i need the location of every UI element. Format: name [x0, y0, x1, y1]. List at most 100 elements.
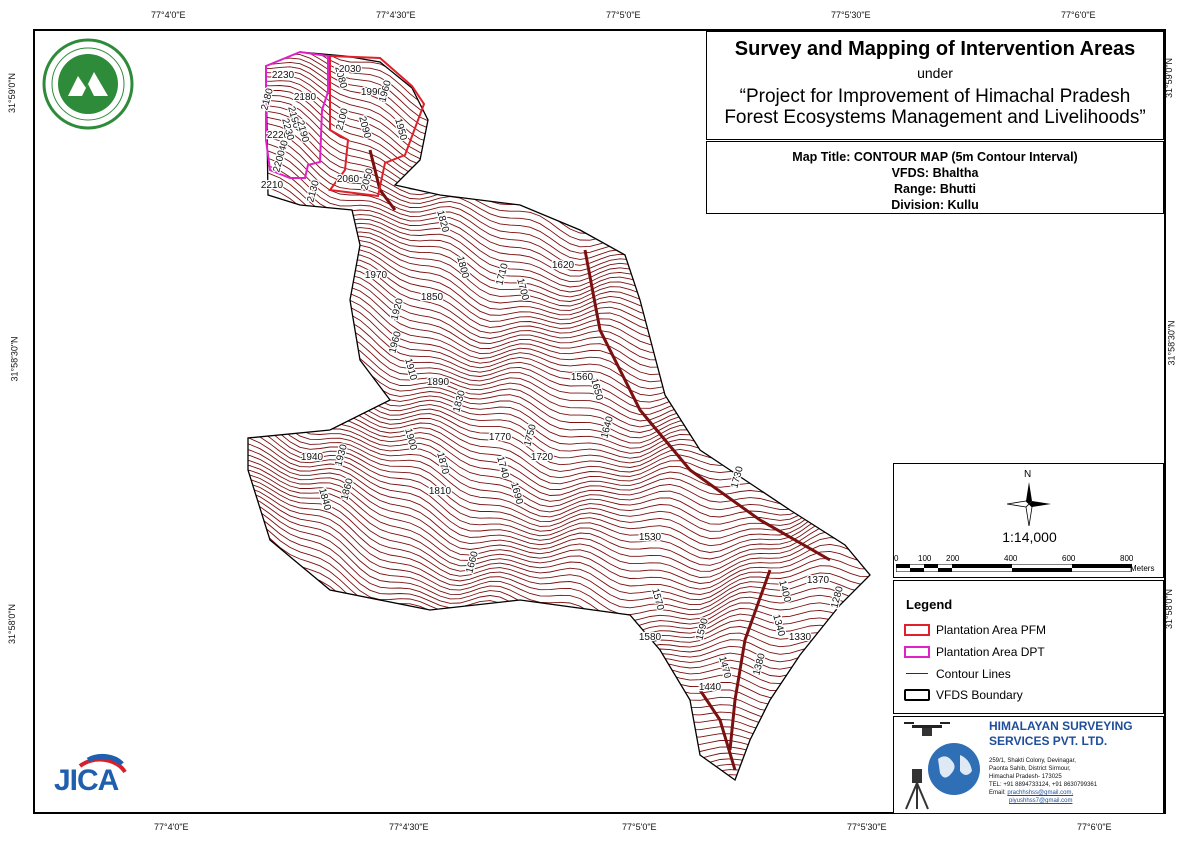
contour-line: [248, 447, 870, 572]
scale-tick-800: 800: [1120, 554, 1134, 563]
grid-label-bottom-4: 77°5'30"E: [847, 822, 887, 832]
contour-label: 2030: [339, 64, 362, 75]
contour-label: 2210: [261, 180, 284, 191]
plantation-area-dpt: [265, 50, 329, 179]
grid-label-bottom-1: 77°4'0"E: [154, 822, 189, 832]
contour-label: 1910: [402, 357, 418, 382]
title-block: Survey and Mapping of Intervention Areas…: [706, 31, 1164, 140]
legend-label-pfm: Plantation Area PFM: [936, 623, 1047, 637]
company-name: HIMALAYAN SURVEYING SERVICES PVT. LTD.: [989, 719, 1133, 749]
drainage-line: [698, 689, 737, 771]
contour-line: [248, 648, 870, 775]
contour-label: 1750: [522, 423, 538, 448]
contour-label: 1770: [489, 432, 512, 443]
contour-line: [248, 458, 870, 584]
vfds-boundary: [247, 51, 871, 782]
division-line: Division: Kullu: [891, 198, 979, 212]
contour-line: [248, 407, 870, 532]
email-link-2[interactable]: piyushhss7@gmail.com: [1009, 798, 1073, 804]
jica-logo: JICA: [50, 742, 130, 804]
scale-tick-200: 200: [946, 554, 960, 563]
contour-line: [248, 283, 870, 409]
contour-line: [248, 490, 870, 622]
address-line-2: Paonta Sahib, District Sirmour,: [989, 766, 1071, 772]
contour-line: [248, 696, 870, 780]
scale-tick-0: 0: [894, 554, 899, 563]
contour-label: 1580: [639, 632, 662, 643]
contour-label: 2180: [294, 92, 317, 103]
contour-label: 1560: [571, 372, 594, 383]
contour-label: 1470: [716, 655, 732, 680]
contour-line: [248, 279, 870, 403]
contour-label: 2130: [305, 179, 321, 204]
contour-line: [248, 393, 870, 518]
legend-title: Legend: [906, 597, 953, 612]
contour-line: [248, 441, 870, 566]
contour-label: 1810: [429, 486, 452, 497]
contour-line: [248, 590, 870, 724]
title-under: under: [917, 65, 953, 81]
contour-line: [248, 682, 870, 780]
company-name-line1: HIMALAYAN SURVEYING: [989, 719, 1133, 733]
contour-line: [248, 495, 870, 629]
contour-line: [248, 687, 870, 780]
contour-line: [248, 337, 870, 468]
contour-label: 1530: [639, 532, 662, 543]
north-arrow-icon: [1007, 482, 1051, 526]
contour-line: [248, 473, 870, 601]
grid-label-bottom-2: 77°4'30"E: [389, 822, 429, 832]
contour-label: 1730: [729, 465, 745, 490]
contour-line: [248, 547, 870, 686]
address-email-line-2: piyushhss7@gmail.com: [989, 797, 1097, 805]
contour-line: [248, 421, 870, 547]
contour-line: [248, 482, 870, 611]
contour-line: [248, 597, 870, 730]
contour-label: 1440: [699, 682, 722, 693]
contour-label: 1840: [316, 487, 332, 512]
contour-line: [248, 357, 870, 488]
contour-line: [248, 677, 870, 780]
legend-item-contour: Contour Lines: [904, 665, 1011, 683]
contour-label: 1930: [333, 443, 349, 468]
contour-label: 1860: [339, 477, 355, 502]
contour-line: [248, 672, 870, 780]
contour-label: 1820: [434, 209, 450, 234]
contour-label: 2050: [359, 167, 375, 192]
drone-globe-tripod-icon: [904, 722, 980, 810]
contour-line: [248, 400, 870, 525]
contour-line: [248, 705, 870, 780]
contour-line: [248, 486, 870, 616]
surveyor-company-block: HIMALAYAN SURVEYING SERVICES PVT. LTD. 2…: [893, 716, 1164, 814]
contour-line: [248, 715, 870, 780]
plantation-area-pfm: [328, 54, 426, 198]
contour-label: 1660: [464, 550, 480, 575]
vfds-line: VFDS: Bhaltha: [891, 166, 979, 180]
email-link-1[interactable]: prachhshss@gmail.com,: [1007, 790, 1074, 796]
contour-label: 2220: [267, 130, 290, 141]
scale-tick-600: 600: [1062, 554, 1076, 563]
legend-swatch-boundary: [904, 689, 930, 701]
drainage-line: [583, 249, 831, 562]
project-title-line1: “Project for Improvement of Himachal Pra…: [739, 86, 1131, 107]
contour-label: 1890: [427, 377, 450, 388]
contour-label: 2180: [259, 87, 275, 112]
legend-swatch-contour: [904, 668, 930, 680]
contour-line: [248, 237, 870, 355]
contour-line: [248, 435, 870, 560]
contour-label: 2100: [334, 107, 350, 132]
company-name-line2: SERVICES PVT. LTD.: [989, 734, 1108, 748]
grid-label-bottom-5: 77°6'0"E: [1077, 822, 1112, 832]
range-line: Range: Bhutti: [894, 182, 976, 196]
scale-unit: Meters: [1130, 564, 1155, 573]
contour-label: 1960: [387, 330, 403, 355]
contour-line: [248, 692, 870, 780]
scale-tick-100: 100: [918, 554, 932, 563]
scale-north-block: N 1:14,000 0 100 200 400 600 800 Meters: [893, 463, 1164, 578]
contour-line: [248, 224, 870, 344]
contour-line: [248, 378, 870, 505]
contour-line: [248, 730, 870, 780]
grid-label-top-5: 77°6'0"E: [1061, 10, 1096, 20]
contour-label: 1740: [494, 455, 510, 480]
contour-line: [248, 654, 870, 780]
contour-line: [248, 428, 870, 553]
